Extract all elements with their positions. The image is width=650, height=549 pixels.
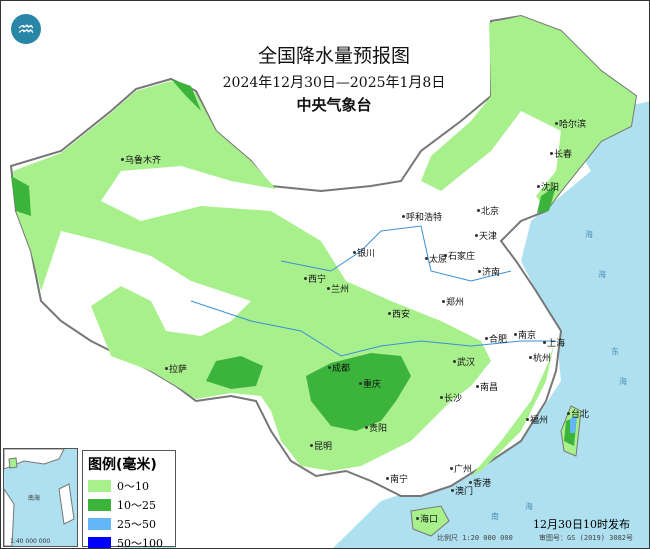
city-label: 哈尔滨 [554,117,586,130]
publish-time: 12月30日10时发布 [533,518,630,531]
rain-10-25-ne [537,186,556,213]
legend-swatch [88,517,111,530]
legend-item: 10～25 [88,495,175,514]
city-label: 福州 [525,413,548,426]
city-label: 昆明 [309,439,332,452]
city-label: 银川 [352,246,375,259]
rain-0-10-northeast [421,16,636,211]
legend-item: 0～10 [88,476,175,495]
city-label: 西安 [387,307,410,320]
approval-number: 审图号：GS (2019) 3082号 [539,534,634,542]
rain-10-25-sichuan [306,353,411,431]
city-label: 海口 [415,512,438,525]
city-label: 武汉 [452,355,475,368]
date-range: 2024年12月30日—2025年1月8日 [222,75,446,91]
rain-10-25-tibet [206,356,263,389]
city-label: 南昌 [475,380,498,393]
legend-label: 50～100 [117,536,163,549]
sea-label: 海 [585,230,593,239]
river [280,225,512,282]
sea-label: 南 [491,512,499,521]
city-label: 拉萨 [164,362,187,375]
city-label: 石家庄 [443,249,475,262]
city-label: 合肥 [484,332,507,345]
city-label: 长沙 [439,391,462,404]
south-china-sea-inset: 南海 1:40 000 000 [3,448,78,547]
city-label: 贵阳 [364,421,387,434]
city-label: 澳门 [450,484,473,497]
city-label: 北京 [476,204,499,217]
legend-swatch [88,536,111,548]
legend-item: 25～50 [88,514,175,533]
city-label: 沈阳 [536,180,559,193]
rain-10-25-xinjiang-n [171,79,201,111]
legend-label: 0～10 [117,479,149,493]
legend-item: 50～100 [88,533,175,549]
legend-swatch [88,479,111,492]
hainan [410,505,450,537]
city-label: 兰州 [326,282,349,295]
legend-title: 图例(毫米) [88,457,157,473]
city-label: 香港 [468,476,491,489]
inset-map [4,449,75,546]
legend-label: 10～25 [117,498,156,512]
legend: 图例(毫米) 0～10 10～25 25～50 50～100 [82,450,176,549]
city-label: 广州 [449,462,472,475]
city-label: 西宁 [303,272,326,285]
taiwan-blue [570,415,577,433]
inset-scale: 1:40 000 000 [10,538,51,545]
city-label: 南京 [513,328,536,341]
map-title: 全国降水量预报图 [257,45,410,67]
city-label: 呼和浩特 [401,210,442,223]
map-scale: 比例尺 1:20 000 000 [437,534,513,542]
sea-label: 海 [598,270,606,279]
city-label: 重庆 [358,377,381,390]
agency: 中央气象台 [296,96,372,114]
city-label: 成都 [327,361,350,374]
city-label: 太原 [424,252,447,265]
inset-sea-label: 南海 [28,495,41,502]
city-label: 济南 [477,265,500,278]
city-label: 上海 [542,336,565,349]
city-label: 杭州 [528,351,551,364]
city-label: 台北 [566,407,589,420]
city-label: 南宁 [385,472,408,485]
sea-label: 海 [619,377,627,386]
city-label: 郑州 [441,295,464,308]
city-label: 天津 [474,229,497,242]
city-label: 长春 [549,147,572,160]
cma-logo: ♒ [11,14,41,44]
legend-swatch [88,498,111,511]
sea-label: 海 [525,502,533,511]
rain-10-25-xinjiang-w [11,176,31,216]
legend-label: 25～50 [117,517,156,531]
river [190,300,556,357]
city-label: 乌鲁木齐 [120,153,161,166]
sea-label: 东 [611,347,619,356]
